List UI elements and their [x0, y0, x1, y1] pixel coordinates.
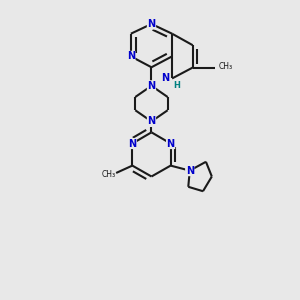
Text: CH₃: CH₃: [101, 170, 115, 179]
Text: N: N: [128, 139, 136, 148]
Text: N: N: [167, 139, 175, 148]
Text: N: N: [147, 116, 155, 126]
Text: N: N: [147, 19, 155, 29]
Text: N: N: [161, 74, 169, 83]
Text: H: H: [173, 81, 180, 90]
Text: N: N: [147, 81, 155, 91]
Text: CH₃: CH₃: [218, 62, 233, 71]
Text: N: N: [186, 166, 194, 176]
Text: N: N: [127, 51, 135, 62]
